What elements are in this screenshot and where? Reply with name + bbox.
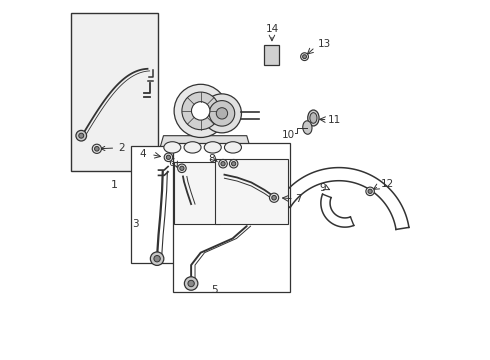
Circle shape [154, 256, 160, 262]
Ellipse shape [303, 121, 312, 134]
Text: 11: 11 [328, 115, 342, 125]
Circle shape [301, 53, 308, 60]
Circle shape [209, 100, 235, 126]
Circle shape [182, 92, 220, 130]
Ellipse shape [310, 113, 317, 123]
Circle shape [76, 130, 87, 141]
Circle shape [95, 147, 99, 151]
Circle shape [92, 144, 101, 153]
Text: 9: 9 [319, 183, 326, 193]
Text: 7: 7 [295, 194, 302, 204]
Circle shape [150, 252, 164, 265]
Text: 3: 3 [132, 219, 139, 229]
Circle shape [180, 166, 184, 170]
Bar [215, 159, 288, 224]
Text: 10: 10 [281, 130, 294, 140]
Circle shape [272, 195, 276, 200]
Text: 6: 6 [168, 158, 175, 168]
Circle shape [164, 153, 172, 162]
Polygon shape [160, 136, 250, 159]
Circle shape [184, 277, 198, 290]
Ellipse shape [204, 142, 221, 153]
Circle shape [188, 280, 195, 287]
Bar [265, 45, 279, 65]
Text: 1: 1 [111, 180, 118, 190]
Ellipse shape [164, 142, 181, 153]
Circle shape [202, 94, 242, 133]
Text: 2: 2 [101, 143, 125, 153]
Text: 4: 4 [140, 149, 147, 159]
Circle shape [229, 159, 238, 168]
Circle shape [303, 55, 307, 59]
Text: 8: 8 [208, 154, 215, 165]
Circle shape [79, 133, 84, 138]
Circle shape [221, 162, 225, 166]
Circle shape [366, 187, 374, 195]
Circle shape [270, 193, 279, 202]
Circle shape [219, 159, 227, 168]
Bar [174, 162, 220, 224]
Circle shape [178, 164, 186, 172]
Bar [172, 143, 290, 292]
Bar [72, 13, 158, 171]
Circle shape [216, 108, 228, 119]
Circle shape [368, 189, 372, 193]
Ellipse shape [308, 110, 319, 126]
Circle shape [166, 155, 171, 159]
Ellipse shape [184, 142, 201, 153]
Text: 14: 14 [265, 24, 278, 34]
Text: 13: 13 [318, 39, 331, 49]
Circle shape [192, 102, 210, 120]
Circle shape [174, 84, 227, 138]
Ellipse shape [224, 142, 242, 153]
Bar [131, 145, 192, 263]
Text: 12: 12 [380, 179, 393, 189]
Text: 5: 5 [212, 285, 218, 295]
Circle shape [232, 162, 236, 166]
